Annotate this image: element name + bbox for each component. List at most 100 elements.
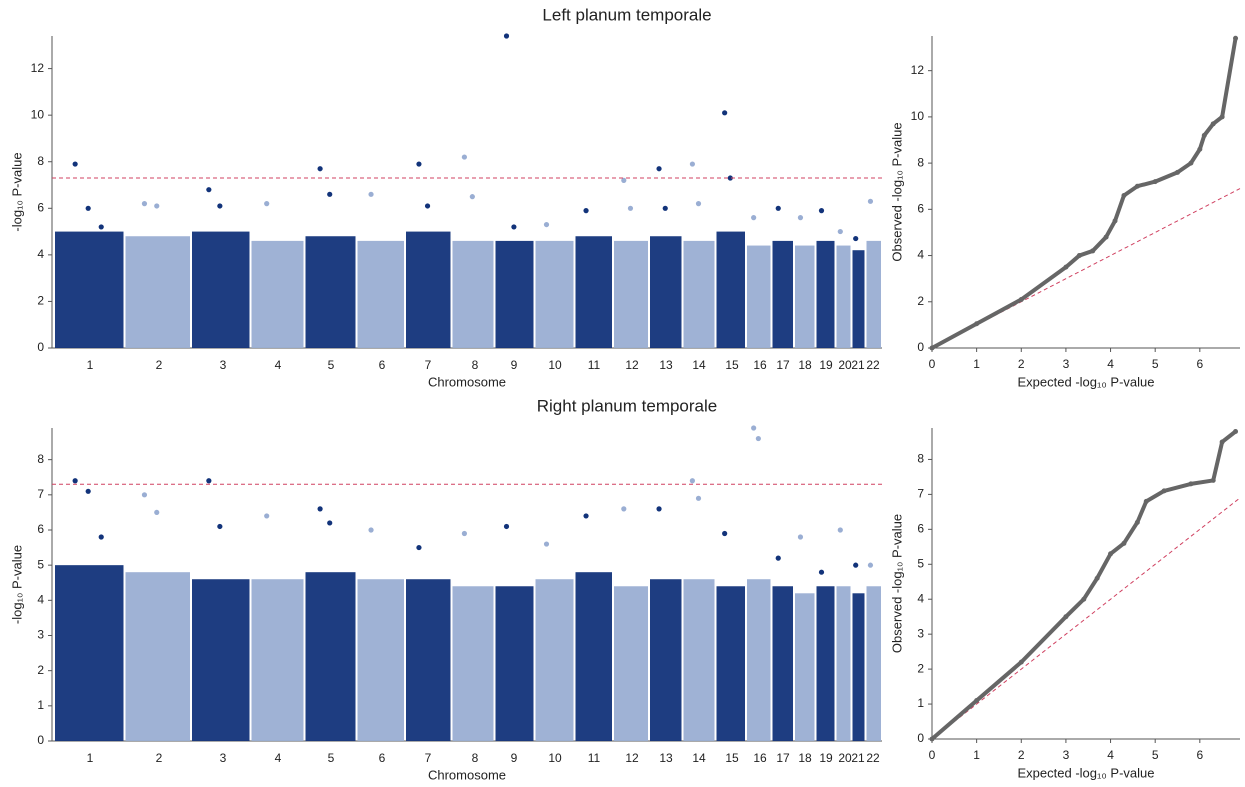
snp-peak: [751, 215, 757, 221]
x-tick-label: 16: [753, 358, 767, 372]
qq-point: [929, 736, 935, 742]
snp-cloud: [452, 586, 494, 741]
snp-cloud: [55, 565, 124, 741]
snp-peak: [317, 506, 323, 512]
snp-peak: [853, 562, 859, 568]
snp-peak: [727, 175, 733, 181]
snp-cloud: [305, 572, 356, 741]
snp-peak: [327, 520, 333, 526]
x-tick-label: 13: [659, 358, 673, 372]
x-tick-label: 7: [425, 751, 432, 765]
snp-peak: [141, 201, 148, 207]
x-tick-label: 18: [798, 751, 812, 765]
snp-peak: [656, 166, 662, 172]
x-tick-label: 17: [776, 358, 790, 372]
qq-point: [929, 345, 935, 351]
x-tick-label: 22: [866, 751, 880, 765]
snp-peak: [98, 224, 104, 230]
snp-peak: [722, 530, 728, 537]
snp-peak: [416, 544, 422, 551]
snp-peak: [853, 235, 859, 242]
snp-peak: [837, 527, 843, 533]
snp-peak: [818, 569, 825, 575]
qq-point: [1134, 519, 1140, 525]
reference-line: [931, 497, 1241, 740]
x-tick-label: 22: [866, 358, 880, 372]
x-tick-label: 21: [851, 751, 865, 765]
snp-cloud: [716, 586, 745, 741]
y-tick-label: 0: [917, 731, 924, 745]
snp-peak: [327, 191, 333, 197]
qq-point: [1188, 160, 1194, 166]
qq-point: [1143, 498, 1149, 504]
y-tick-label: 4: [37, 247, 44, 261]
snp-peak: [867, 198, 874, 204]
qq-point: [1219, 114, 1225, 120]
snp-cloud: [614, 240, 648, 348]
y-tick-label: 4: [37, 592, 44, 606]
x-tick-label: 6: [1196, 357, 1203, 371]
snp-peak: [317, 166, 323, 172]
snp-peak: [72, 161, 78, 167]
x-tick-label: 4: [1107, 748, 1114, 762]
x-tick-label: 11: [588, 358, 601, 372]
x-axis-label: Chromosome: [428, 374, 506, 389]
snp-peak: [583, 513, 589, 519]
x-tick-label: 9: [511, 751, 518, 765]
qq-point: [1201, 132, 1207, 138]
snp-peak: [98, 534, 104, 540]
qq-point: [1121, 540, 1127, 546]
qq-point: [1210, 121, 1216, 127]
x-tick-label: 8: [472, 751, 479, 765]
y-tick-label: 10: [911, 109, 925, 123]
x-tick-label: 1: [87, 751, 94, 765]
x-tick-label: 5: [328, 751, 335, 765]
snp-cloud: [495, 586, 534, 741]
x-tick-label: 6: [1196, 748, 1203, 762]
qq-point: [1094, 575, 1100, 581]
snp-peak: [469, 194, 475, 200]
qq-point: [1108, 551, 1114, 557]
snp-cloud: [836, 245, 851, 348]
x-tick-label: 1: [973, 357, 980, 371]
snp-peak: [206, 478, 212, 484]
y-tick-label: 5: [917, 556, 924, 570]
snp-peak: [264, 201, 270, 207]
snp-peak: [72, 478, 78, 484]
snp-peak: [818, 208, 825, 214]
snp-cloud: [866, 586, 881, 741]
y-tick-label: 4: [917, 591, 924, 605]
y-tick-label: 6: [37, 200, 44, 214]
qq-point: [1161, 488, 1167, 494]
qq-curve: [931, 37, 1238, 350]
x-tick-label: 11: [588, 751, 601, 765]
y-tick-label: 2: [917, 294, 924, 308]
snp-cloud: [125, 572, 190, 741]
x-tick-label: 15: [725, 358, 739, 372]
y-tick-label: 0: [37, 733, 44, 747]
x-tick-label: 21: [851, 358, 865, 372]
snp-cloud: [772, 586, 793, 741]
y-tick-label: 2: [37, 294, 44, 308]
x-tick-label: 3: [220, 358, 227, 372]
snp-cloud: [683, 240, 715, 348]
snp-cloud: [251, 579, 304, 741]
snp-peak: [662, 205, 668, 211]
qq-point: [1210, 477, 1216, 483]
x-tick-label: 1: [973, 748, 980, 762]
x-tick-label: 19: [819, 358, 833, 372]
qq-point: [1018, 296, 1024, 302]
x-tick-label: 3: [1063, 357, 1070, 371]
y-axis-label: Observed -log₁₀ P-value: [889, 122, 904, 261]
y-tick-label: 8: [917, 452, 924, 466]
y-tick-label: 3: [37, 628, 44, 642]
snp-cloud: [357, 240, 404, 348]
x-tick-label: 0: [929, 357, 936, 371]
y-tick-label: 6: [917, 522, 924, 536]
snp-cloud: [650, 579, 682, 741]
x-tick-label: 7: [425, 358, 432, 372]
qq-point: [1121, 192, 1127, 198]
x-tick-label: 12: [625, 751, 639, 765]
snp-cloud: [650, 236, 682, 348]
x-tick-label: 18: [798, 358, 812, 372]
